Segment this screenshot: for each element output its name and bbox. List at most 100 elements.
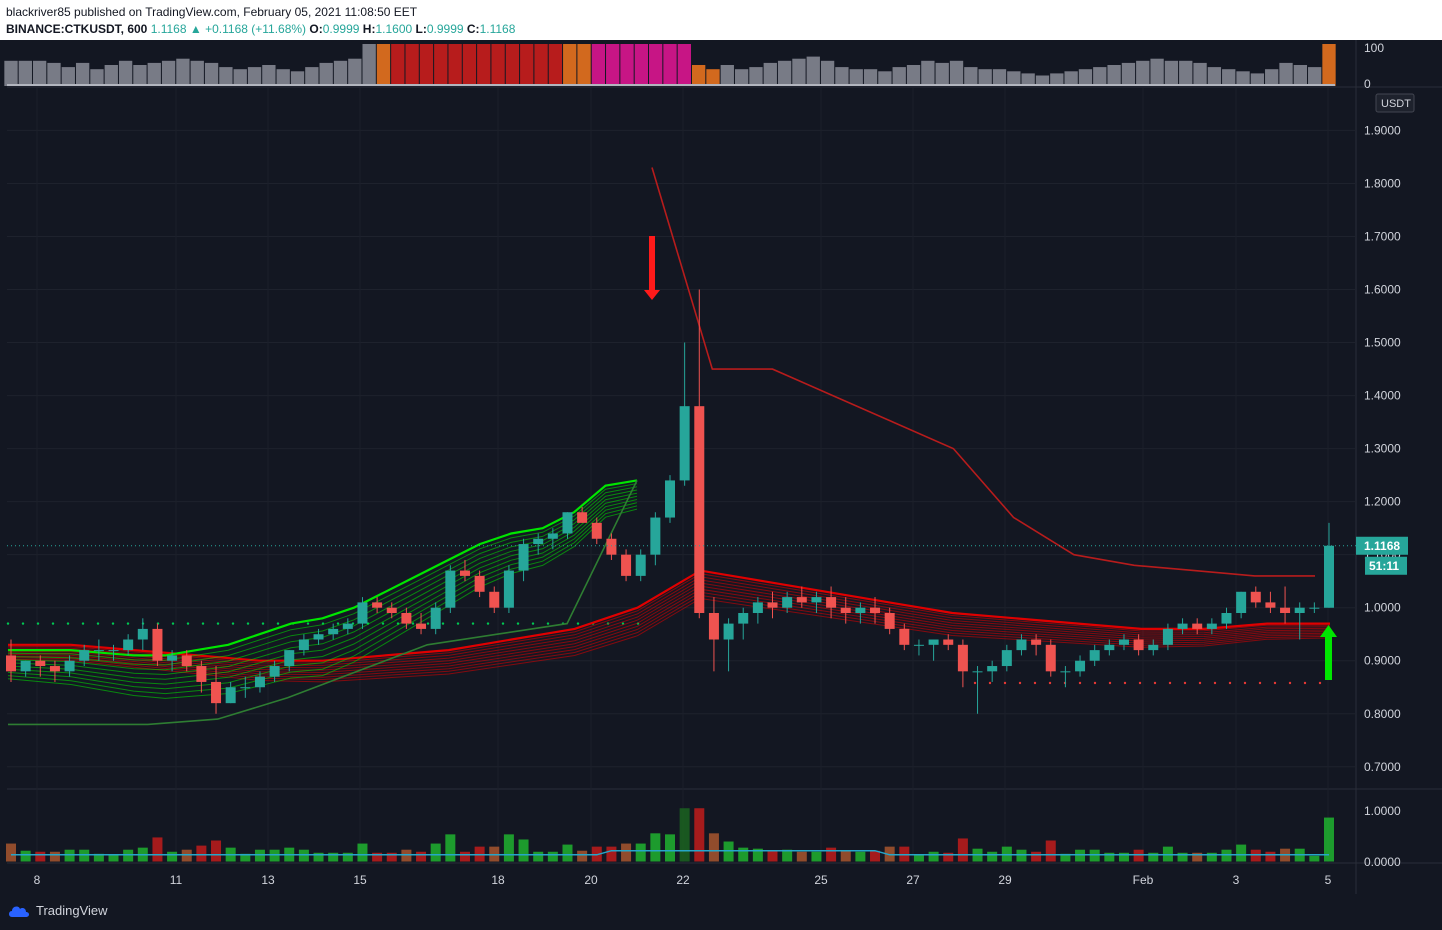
volume-bar	[635, 843, 646, 862]
oscillator-bar	[1236, 71, 1250, 86]
red-ribbon-line	[8, 569, 1330, 662]
oscillator-bar	[434, 44, 448, 86]
candle-body	[1294, 607, 1305, 613]
candle-body	[650, 517, 661, 555]
oscillator-bar	[591, 44, 606, 86]
volume-bar	[123, 849, 134, 862]
volume-bar	[1221, 849, 1232, 862]
volume-bar	[840, 850, 851, 862]
volume-bar	[152, 837, 163, 862]
support-dot	[471, 622, 475, 625]
candle-body	[123, 639, 134, 651]
time-tick-label: 8	[34, 873, 41, 887]
time-tick-label: 13	[261, 873, 275, 887]
candle-body	[240, 687, 251, 689]
resistance-dot	[1273, 681, 1277, 685]
candle-body	[547, 533, 558, 539]
volume-bar	[811, 851, 822, 862]
volume-tick-label: 1.0000	[1364, 804, 1401, 818]
volume-bar	[928, 851, 939, 862]
resistance-dot	[1018, 681, 1022, 685]
chart-canvas[interactable]: 1.9000 1.8000 1.7000 1.6000 1.5000 1.4000 1.30…	[0, 40, 1442, 894]
countdown-badge	[1365, 556, 1407, 575]
red-ribbon-line	[7, 585, 1331, 674]
oscillator-bar	[577, 44, 591, 86]
candle-body	[518, 544, 529, 571]
volume-bar	[181, 849, 192, 862]
oscillator-bar	[1164, 60, 1179, 86]
volume-bar	[79, 849, 90, 862]
resistance-dot	[1033, 681, 1037, 685]
volume-bar	[577, 850, 588, 862]
green-ribbon-line	[7, 486, 638, 666]
oscillator-bar	[104, 65, 118, 86]
oscillator-bar	[1207, 67, 1222, 86]
green-ribbon-line	[8, 479, 638, 657]
tradingview-logo[interactable]: TradingView	[8, 903, 108, 918]
candles	[6, 289, 1334, 714]
candle-body	[767, 602, 778, 608]
support-dot	[81, 622, 85, 625]
support-dot	[546, 622, 550, 625]
candle-body	[870, 607, 881, 613]
resistance-dot	[1213, 681, 1217, 685]
volume-bar	[386, 852, 397, 862]
oscillator-bar	[319, 62, 333, 86]
resistance-dot	[1288, 681, 1292, 685]
oscillator-tick-label: 0	[1364, 77, 1371, 91]
oscillator-bar	[491, 44, 505, 86]
resistance-dot	[1228, 681, 1232, 685]
candle-body	[108, 650, 119, 652]
last-price: 1.1168	[150, 22, 187, 36]
symbol-label[interactable]: BINANCE:CTKUSDT, 600	[6, 22, 148, 36]
support-dot	[36, 622, 40, 625]
volume-bar	[269, 849, 280, 862]
oscillator-bar	[262, 65, 276, 86]
volume-bar	[1192, 852, 1203, 862]
candle-body	[562, 512, 573, 534]
oscillator-bar	[505, 44, 520, 86]
volume-bar	[20, 850, 31, 862]
support-dot	[261, 622, 265, 625]
candle-body	[1324, 545, 1334, 608]
volume-bar	[855, 851, 866, 862]
candle-body	[606, 538, 617, 555]
volume-bar	[1118, 852, 1129, 862]
up-arrow-icon: ▲	[189, 22, 202, 36]
open-label: O:	[309, 22, 323, 36]
candle-body	[738, 613, 749, 624]
support-dot	[66, 622, 70, 625]
volume-bar	[211, 840, 222, 862]
green-ribbon-line	[7, 483, 638, 661]
candle-body	[167, 655, 178, 661]
candle-body	[313, 634, 324, 640]
volume-bar	[240, 853, 251, 862]
support-dot	[441, 622, 445, 625]
oscillator-bar	[75, 62, 90, 86]
volume-bar	[621, 843, 632, 862]
volume-bar	[782, 849, 793, 862]
oscillator-bar	[276, 69, 290, 86]
volume-bar	[430, 843, 441, 862]
candle-body	[357, 602, 368, 624]
oscillator-bar	[333, 60, 348, 86]
oscillator-bar	[118, 60, 133, 86]
candle-body	[577, 512, 588, 523]
candle-body	[752, 602, 763, 613]
volume-ma-line	[11, 849, 1329, 856]
resistance-dot	[1093, 681, 1097, 685]
volume-bar	[957, 838, 968, 862]
candle-body	[1162, 628, 1173, 645]
support-dot	[276, 622, 280, 625]
candle-body	[796, 597, 807, 603]
support-dot	[456, 622, 460, 625]
volume-bar	[738, 847, 749, 862]
candle-body	[826, 597, 837, 608]
candle-body	[1280, 607, 1291, 613]
low-value: 0.9999	[426, 22, 464, 36]
resistance-dot	[1108, 681, 1112, 685]
price-tick-label: 1.7000	[1364, 229, 1401, 243]
oscillator-bar	[663, 44, 677, 86]
oscillator-bar	[1222, 69, 1236, 86]
red-ribbon-line	[7, 573, 1331, 664]
